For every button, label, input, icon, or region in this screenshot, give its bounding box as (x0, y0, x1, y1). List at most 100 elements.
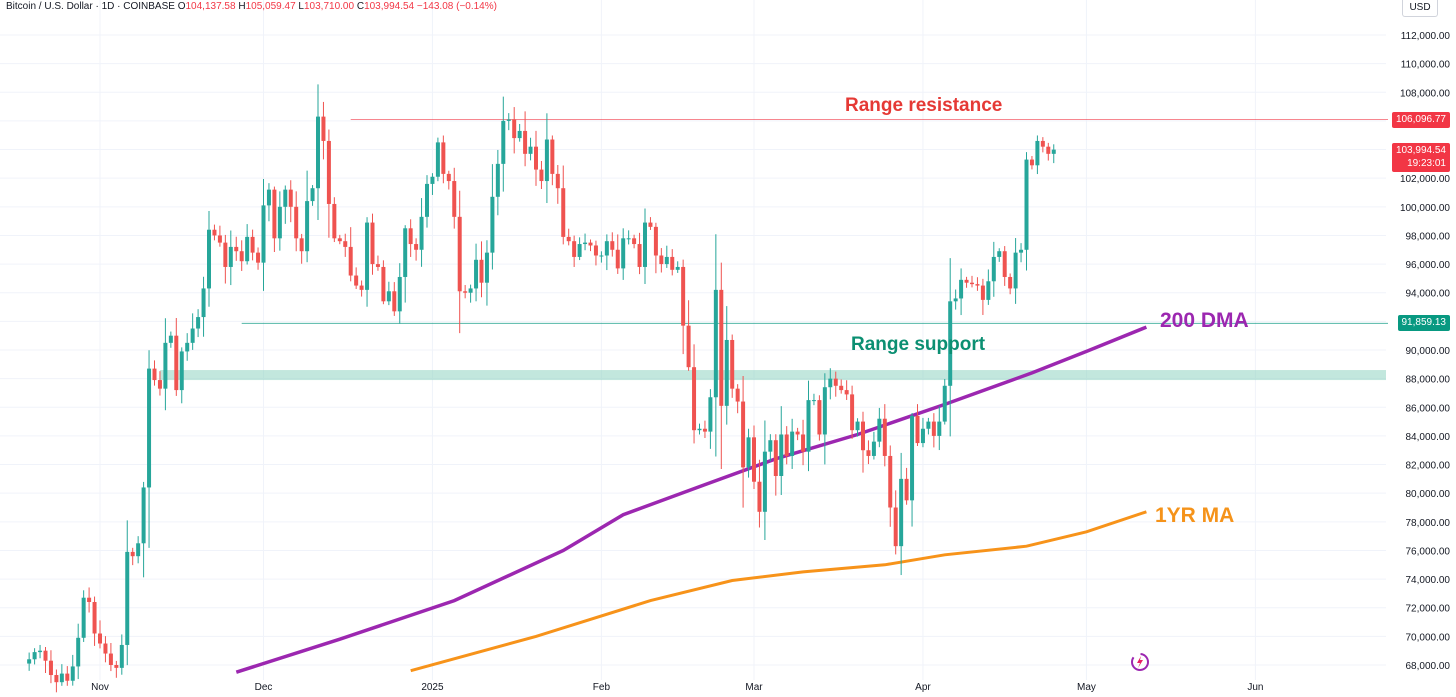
candle-body (337, 238, 342, 242)
candle-body (566, 236, 571, 242)
candle-body (882, 418, 887, 456)
candle (392, 282, 397, 316)
candle (648, 217, 653, 230)
candle-body (539, 169, 544, 182)
candle (239, 240, 244, 271)
candle (555, 165, 560, 204)
candle (790, 418, 795, 469)
high-key: H (238, 1, 246, 12)
candle-body (168, 335, 173, 343)
candle-body (795, 431, 800, 435)
candle-body (686, 325, 691, 368)
candle (163, 318, 168, 411)
low-key: L (298, 1, 304, 12)
candle (833, 371, 838, 397)
candle (185, 333, 190, 361)
candle-body (152, 368, 157, 381)
candle (779, 406, 784, 496)
candle-body (697, 428, 702, 431)
candle (452, 167, 457, 229)
candle (822, 373, 827, 465)
candle (495, 149, 500, 216)
candle (474, 243, 479, 302)
candle (615, 234, 620, 274)
candle-body (305, 201, 310, 252)
candle (152, 360, 157, 386)
candle-body (506, 119, 511, 121)
candle-body (773, 440, 778, 476)
candle-body (59, 673, 64, 683)
y-tick-label: 98,000.00 (1406, 231, 1451, 242)
candle-body (32, 652, 37, 660)
candle (997, 248, 1002, 262)
candle (942, 378, 947, 425)
candle-body (648, 222, 653, 227)
candle (572, 235, 577, 267)
y-tick-label: 84,000.00 (1406, 432, 1451, 443)
x-tick-label: 2025 (421, 682, 444, 693)
candle (899, 452, 904, 576)
candle (697, 423, 702, 435)
candle-body (245, 236, 250, 262)
candle (1013, 238, 1018, 304)
candle-body (1002, 251, 1007, 277)
candle (828, 368, 833, 400)
candle-body (583, 242, 588, 245)
candle-body (752, 437, 756, 482)
currency-button[interactable]: USD (1402, 0, 1438, 17)
candle-body (811, 400, 816, 402)
candle-body (484, 252, 489, 283)
candle-body (201, 288, 206, 318)
tradingview-logo-icon[interactable] (1128, 650, 1152, 674)
candle (179, 347, 184, 404)
candle-body (801, 434, 806, 452)
candle-body (899, 478, 904, 547)
x-tick-label: Nov (91, 682, 109, 693)
candle-body (790, 431, 795, 456)
candle-body (768, 440, 773, 452)
candle (359, 280, 364, 297)
candle-body (888, 455, 893, 508)
candle (702, 420, 707, 439)
candle-body (495, 163, 500, 197)
candle (479, 241, 484, 298)
candle (871, 431, 876, 460)
candle (773, 434, 778, 496)
candle-body (408, 228, 413, 245)
candle-body (964, 279, 969, 283)
candle (637, 232, 642, 275)
candle-body (283, 189, 288, 207)
candle (114, 660, 119, 678)
candle (692, 344, 697, 444)
candle-body (250, 236, 255, 253)
y-tick-label: 110,000.00 (1401, 60, 1451, 71)
candle-body (719, 289, 724, 406)
candle-body (920, 428, 925, 444)
y-tick-label: 94,000.00 (1406, 289, 1451, 300)
y-tick-label: 112,000.00 (1401, 31, 1451, 42)
candle-body (593, 245, 598, 256)
candle-body (1029, 159, 1034, 166)
candle (348, 227, 353, 282)
candle-body (125, 551, 130, 645)
candle-body (615, 249, 620, 269)
candle (506, 113, 511, 131)
time-axis[interactable]: Nov Dec 2025 Feb Mar Apr May Jun (91, 682, 1263, 693)
candle (610, 232, 615, 257)
candle-body (724, 339, 729, 406)
y-tick-label: 102,000.00 (1400, 174, 1450, 185)
candle-body (310, 188, 315, 202)
candle-body (392, 291, 397, 312)
candle-body (1035, 140, 1040, 166)
candle (288, 180, 293, 223)
price-axis[interactable]: 68,000.00 70,000.00 72,000.00 74,000.00 76,0… (1388, 0, 1456, 697)
candle-body (741, 401, 746, 468)
candle-body (997, 251, 1002, 257)
candle (484, 240, 489, 306)
candle (223, 234, 228, 284)
candle-body (326, 140, 331, 204)
candle (168, 331, 173, 348)
candle (365, 217, 370, 307)
candle (425, 175, 429, 228)
